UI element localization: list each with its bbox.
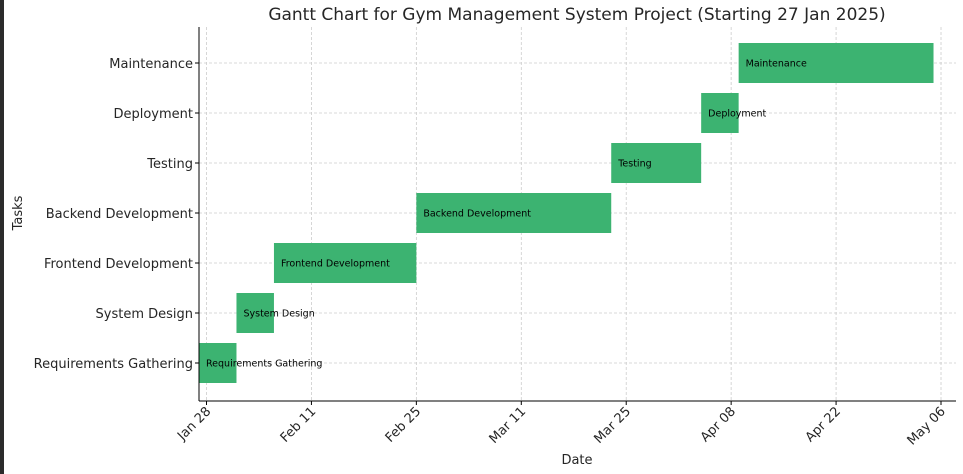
gantt-chart: Gantt Chart for Gym Management System Pr…: [11, 5, 956, 468]
y-tick-label: Backend Development: [46, 207, 193, 222]
x-axis-label: Date: [561, 453, 592, 468]
y-axis-label: Tasks: [11, 195, 26, 231]
chart-frame: Gantt Chart for Gym Management System Pr…: [4, 0, 963, 474]
task-bar-label: Maintenance: [746, 59, 807, 70]
task-bar-label: Deployment: [708, 109, 766, 120]
y-tick-labels: Requirements Gathering System Design Front…: [34, 57, 199, 372]
task-bar-label: Testing: [617, 159, 651, 170]
y-tick-label: Deployment: [113, 107, 193, 122]
x-tick-label: Apr 22: [803, 404, 844, 445]
task-bar: [273, 243, 417, 283]
task-bar: [701, 93, 739, 133]
task-bars: Requirements Gathering System Design Front…: [199, 43, 934, 383]
y-tick-label: Frontend Development: [44, 257, 193, 272]
task-bar: [416, 193, 612, 233]
task-bar: [611, 143, 702, 183]
task-bar-label: Backend Development: [423, 209, 531, 220]
task-bar: [236, 293, 274, 333]
y-tick-label: Maintenance: [109, 57, 193, 72]
y-tick-label: Requirements Gathering: [34, 357, 193, 372]
task-bar-label: System Design: [243, 309, 314, 320]
x-tick-label: Mar 11: [487, 404, 530, 447]
task-bar: [199, 343, 237, 383]
x-tick-label: Apr 08: [698, 404, 739, 445]
y-tick-label: Testing: [146, 157, 193, 172]
x-tick-label: Mar 25: [591, 404, 634, 447]
task-bar-label: Requirements Gathering: [206, 359, 322, 370]
x-tick-label: Feb 11: [278, 404, 320, 446]
task-bar-label: Frontend Development: [281, 259, 390, 270]
x-tick-label: Feb 25: [383, 404, 425, 446]
y-tick-label: System Design: [96, 307, 194, 322]
x-tick-label: Jan 28: [174, 404, 214, 444]
chart-title: Gantt Chart for Gym Management System Pr…: [268, 5, 885, 25]
task-bar: [738, 43, 934, 83]
x-tick-labels: Jan 28 Feb 11 Feb 25 Mar 11 Mar 25 Apr 08 Apr …: [174, 401, 949, 448]
axes: [198, 27, 956, 402]
x-tick-label: May 06: [905, 404, 949, 448]
